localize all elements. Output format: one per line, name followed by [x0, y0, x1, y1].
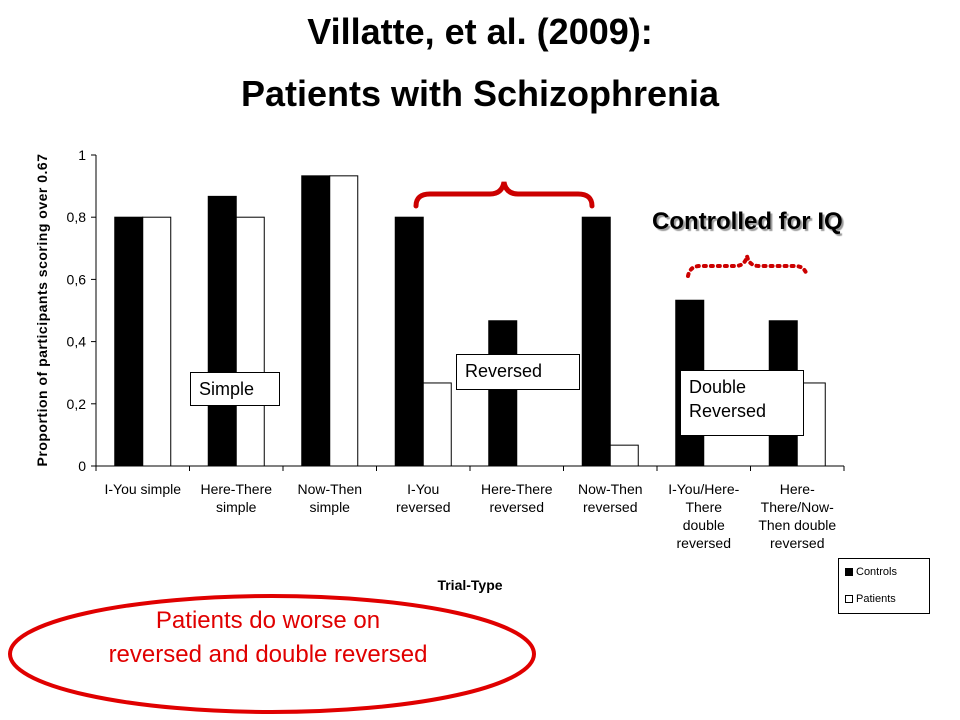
category-label-line: Now-Then [297, 481, 362, 497]
double-reversed-callout: Double Reversed [680, 370, 804, 436]
y-tick-label: 1 [78, 147, 86, 163]
reversed-brace [413, 181, 595, 209]
bar-patients [142, 216, 172, 467]
category-label-line: Now-Then [578, 481, 643, 497]
category-label-line: Here- [780, 481, 815, 497]
bar-patients [235, 216, 265, 467]
bar-patients [609, 444, 639, 467]
category-label-line: reversed [396, 499, 450, 515]
category-label-line: I-You simple [104, 481, 181, 497]
category-label-line: I-You [407, 481, 439, 497]
category-label-line: reversed [490, 499, 544, 515]
category-label-line: Here-There [200, 481, 272, 497]
chart-title-line-1: Villatte, et al. (2009): [307, 11, 653, 52]
y-tick-label: 0,8 [67, 209, 87, 225]
y-axis-title: Proportion of participants scoring over … [34, 154, 50, 467]
bar-controls [207, 195, 237, 467]
category-label-line: Here-There [481, 481, 553, 497]
reversed-callout: Reversed [456, 354, 580, 390]
category-label-line: reversed [583, 499, 637, 515]
legend-item-patients: Patients [845, 592, 896, 606]
bar-controls [581, 216, 611, 467]
y-tick-label: 0 [78, 458, 86, 474]
legend-swatch-patients [845, 595, 853, 603]
double-reversed-callout-line-2: Reversed [689, 401, 767, 421]
y-tick-label: 0,4 [67, 334, 87, 350]
category-label: I-You simple [104, 481, 181, 497]
legend-swatch-controls [845, 568, 853, 576]
legend-item-controls: Controls [845, 565, 897, 579]
legend-label-patients: Patients [856, 593, 896, 605]
double-reversed-brace [686, 255, 809, 278]
category-label: Now-Then reversed [578, 481, 643, 515]
reversed-callout-text: Reversed [465, 361, 543, 381]
category-label-line: Then double [758, 517, 836, 533]
chart-legend: Controls Patients [838, 558, 930, 614]
category-label: I-You/Here- There double reversed [668, 481, 739, 551]
category-label-line: There/Now- [761, 499, 834, 515]
bar-patients [422, 382, 452, 467]
category-label: Now-Then simple [297, 481, 362, 515]
x-axis-title: Trial-Type [437, 577, 502, 593]
category-label: I-You reversed [396, 481, 450, 515]
controlled-for-iq-label: Controlled for IQ [652, 208, 843, 235]
chart-title-line-2: Patients with Schizophrenia [240, 73, 720, 114]
simple-callout-text: Simple [199, 379, 255, 399]
bar-controls [114, 216, 144, 467]
category-label-line: simple [310, 499, 351, 515]
category-label-line: I-You/Here- [668, 481, 739, 497]
conclusion-ellipse [8, 594, 536, 714]
category-label-line: double [683, 517, 725, 533]
category-label-line: reversed [770, 535, 824, 551]
category-label-line: There [685, 499, 722, 515]
category-label: Here-There reversed [481, 481, 553, 515]
simple-callout: Simple [190, 372, 280, 406]
bar-controls [488, 320, 518, 467]
y-tick-label: 0,2 [67, 396, 87, 412]
legend-label-controls: Controls [856, 566, 897, 578]
bar-patients [329, 175, 359, 467]
category-label: Here-There simple [200, 481, 272, 515]
category-label-line: simple [216, 499, 257, 515]
bar-controls [394, 216, 424, 467]
bar-controls [301, 175, 331, 467]
category-label: Here- There/Now- Then double reversed [758, 481, 836, 551]
double-reversed-callout-line-1: Double [689, 377, 747, 397]
chart-ticks: 0 0,2 0,4 0,6 0,8 1 [67, 147, 845, 474]
y-tick-label: 0,6 [67, 271, 87, 287]
conclusion-text: Patients do worse on reversed and double… [108, 607, 428, 668]
category-label-line: reversed [677, 535, 731, 551]
